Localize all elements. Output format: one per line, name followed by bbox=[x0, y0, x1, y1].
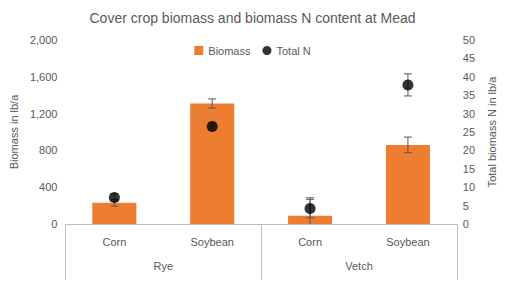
svg-text:Soybean: Soybean bbox=[190, 236, 233, 248]
svg-text:20: 20 bbox=[463, 144, 475, 156]
svg-text:50: 50 bbox=[463, 34, 475, 46]
svg-text:800: 800 bbox=[39, 144, 57, 156]
svg-text:Cover crop biomass and biomass: Cover crop biomass and biomass N content… bbox=[89, 10, 415, 26]
svg-text:0: 0 bbox=[51, 218, 57, 230]
svg-text:1,600: 1,600 bbox=[30, 71, 58, 83]
svg-text:0: 0 bbox=[463, 218, 469, 230]
svg-text:Vetch: Vetch bbox=[345, 260, 373, 272]
svg-text:25: 25 bbox=[463, 126, 475, 138]
svg-text:Soybean: Soybean bbox=[386, 236, 429, 248]
svg-text:2,000: 2,000 bbox=[30, 34, 58, 46]
svg-text:Corn: Corn bbox=[298, 236, 322, 248]
svg-text:Biomass in lb/a: Biomass in lb/a bbox=[8, 94, 20, 169]
svg-text:Total biomass N in lb/a: Total biomass N in lb/a bbox=[486, 76, 498, 188]
svg-text:45: 45 bbox=[463, 52, 475, 64]
svg-text:10: 10 bbox=[463, 181, 475, 193]
svg-text:40: 40 bbox=[463, 71, 475, 83]
svg-text:Total N: Total N bbox=[276, 45, 310, 57]
svg-text:35: 35 bbox=[463, 89, 475, 101]
svg-text:Biomass: Biomass bbox=[208, 45, 251, 57]
svg-text:1,200: 1,200 bbox=[30, 108, 58, 120]
svg-text:Rye: Rye bbox=[154, 260, 174, 272]
svg-text:30: 30 bbox=[463, 108, 475, 120]
svg-text:15: 15 bbox=[463, 163, 475, 175]
svg-text:Corn: Corn bbox=[102, 236, 126, 248]
svg-text:400: 400 bbox=[39, 181, 57, 193]
svg-text:5: 5 bbox=[463, 200, 469, 212]
